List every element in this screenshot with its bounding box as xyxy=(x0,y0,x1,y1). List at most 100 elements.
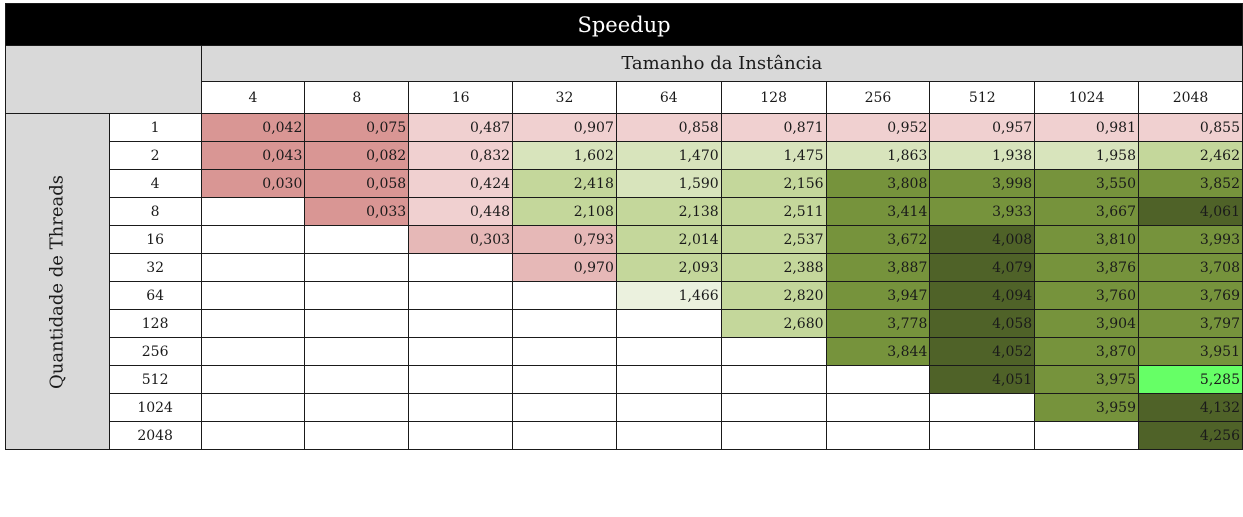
table-row: 512 4,051 3,975 5,285 xyxy=(6,365,1243,394)
data-cell: 3,975 xyxy=(1034,365,1140,394)
data-cell xyxy=(615,365,722,394)
data-cell: 0,957 xyxy=(929,113,1036,142)
data-cell: 3,672 xyxy=(825,225,931,254)
data-cell xyxy=(408,393,514,422)
data-cell: 3,808 xyxy=(825,169,931,198)
data-cell: 1,475 xyxy=(720,141,827,170)
row-header: 32 xyxy=(108,253,202,282)
data-cell xyxy=(200,253,306,282)
data-cell: 2,820 xyxy=(720,281,827,310)
data-cell: 3,947 xyxy=(825,281,931,310)
data-cell: 2,093 xyxy=(615,253,722,282)
data-cell xyxy=(200,365,306,394)
data-cell: 0,033 xyxy=(304,197,410,226)
column-header: 4 xyxy=(200,81,306,114)
data-cell: 3,951 xyxy=(1138,337,1243,366)
data-cell xyxy=(720,393,827,422)
data-cell: 2,680 xyxy=(720,309,827,338)
data-cell: 0,970 xyxy=(512,253,617,282)
row-header: 128 xyxy=(108,309,202,338)
row-group-label: Quantidade de Threads xyxy=(46,174,68,389)
column-header: 1024 xyxy=(1034,81,1140,114)
data-cell: 4,094 xyxy=(929,281,1036,310)
data-cell xyxy=(304,253,410,282)
data-cell xyxy=(304,393,410,422)
data-cell xyxy=(512,309,617,338)
data-cell: 3,769 xyxy=(1138,281,1243,310)
speedup-table: Speedup Tamanho da Instância 4 8 16 32 64 128… xyxy=(5,3,1243,450)
data-cell: 3,550 xyxy=(1034,169,1140,198)
row-header: 2 xyxy=(108,141,202,170)
column-group-label: Tamanho da Instância xyxy=(200,45,1243,82)
data-cell xyxy=(304,281,410,310)
row-header: 4 xyxy=(108,169,202,198)
data-cell: 0,832 xyxy=(408,141,514,170)
data-cell: 0,082 xyxy=(304,141,410,170)
column-header-row: 4 8 16 32 64 128 256 512 1024 2048 xyxy=(6,81,1243,114)
data-cell xyxy=(929,421,1036,450)
data-cell xyxy=(720,421,827,450)
data-cell: 0,871 xyxy=(720,113,827,142)
data-cell: 3,887 xyxy=(825,253,931,282)
data-cell: 2,418 xyxy=(512,169,617,198)
data-cell: 1,590 xyxy=(615,169,722,198)
data-cell: 1,863 xyxy=(825,141,931,170)
data-cell: 0,858 xyxy=(615,113,722,142)
data-cell xyxy=(408,253,514,282)
data-cell: 0,855 xyxy=(1138,113,1243,142)
column-header: 512 xyxy=(929,81,1036,114)
table-title: Speedup xyxy=(5,3,1243,46)
data-cell xyxy=(200,337,306,366)
column-header: 32 xyxy=(512,81,617,114)
data-cell xyxy=(615,393,722,422)
data-cell xyxy=(304,421,410,450)
data-cell: 4,079 xyxy=(929,253,1036,282)
data-cell: 3,998 xyxy=(929,169,1036,198)
data-cell xyxy=(720,365,827,394)
data-cell: 3,708 xyxy=(1138,253,1243,282)
data-cell: 3,760 xyxy=(1034,281,1140,310)
data-cell xyxy=(304,225,410,254)
data-cell: 4,058 xyxy=(929,309,1036,338)
data-cell: 3,667 xyxy=(1034,197,1140,226)
data-cell xyxy=(825,365,931,394)
data-cell xyxy=(615,337,722,366)
data-cell xyxy=(825,393,931,422)
data-cell: 1,602 xyxy=(512,141,617,170)
data-cell: 3,844 xyxy=(825,337,931,366)
column-header: 2048 xyxy=(1138,81,1243,114)
data-cell: 1,466 xyxy=(615,281,722,310)
data-cell: 4,132 xyxy=(1138,393,1243,422)
data-cell xyxy=(512,421,617,450)
table-row: 16 0,303 0,793 2,014 2,537 3,672 4,008 3,810 3,9… xyxy=(6,225,1243,254)
data-cell: 5,285 xyxy=(1138,365,1243,394)
data-cell: 2,537 xyxy=(720,225,827,254)
data-cell xyxy=(408,337,514,366)
data-cell: 0,075 xyxy=(304,113,410,142)
data-cell xyxy=(720,337,827,366)
data-cell xyxy=(304,337,410,366)
data-cell: 0,981 xyxy=(1034,113,1140,142)
data-cell: 0,303 xyxy=(408,225,514,254)
data-cell xyxy=(615,421,722,450)
table-row: 256 3,844 4,052 3,870 3,951 xyxy=(6,337,1243,366)
data-cell xyxy=(512,393,617,422)
data-cell xyxy=(929,393,1036,422)
data-cell xyxy=(304,309,410,338)
data-cell: 3,933 xyxy=(929,197,1036,226)
column-header: 16 xyxy=(408,81,514,114)
data-cell xyxy=(512,365,617,394)
row-header: 2048 xyxy=(108,421,202,450)
table-row: Quantidade de Threads 1 0,042 0,075 0,487 0,9… xyxy=(5,113,1243,450)
data-cell xyxy=(615,309,722,338)
data-cell: 3,778 xyxy=(825,309,931,338)
data-cell: 3,993 xyxy=(1138,225,1243,254)
data-cell xyxy=(408,309,514,338)
data-cell xyxy=(408,281,514,310)
data-cell: 0,793 xyxy=(512,225,617,254)
data-cell xyxy=(200,309,306,338)
column-header: 8 xyxy=(304,81,410,114)
table-row: 4 0,030 0,058 0,424 2,418 1,590 2,156 3,808 3,99… xyxy=(6,169,1243,198)
data-cell: 1,470 xyxy=(615,141,722,170)
data-cell: 3,810 xyxy=(1034,225,1140,254)
